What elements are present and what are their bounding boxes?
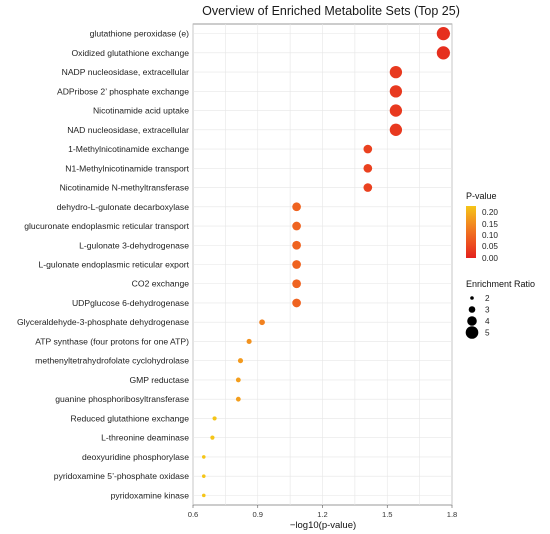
size-legend-label: 3 [485, 306, 490, 315]
data-point [436, 27, 450, 41]
category-label: UDPglucose 6-dehydrogenase [72, 298, 189, 308]
colorbar-tick: 0.10 [482, 231, 498, 240]
data-point [201, 474, 206, 478]
data-point [237, 358, 244, 364]
category-label: CO2 exchange [132, 279, 190, 289]
data-point [259, 319, 265, 326]
data-point [235, 396, 241, 402]
data-point [363, 163, 373, 173]
x-tick-label: 1.8 [447, 510, 458, 519]
plot-area: 0.6 0.9 1.2 1.5 1.8 glutathione peroxidase (e… [17, 23, 458, 519]
enrichment-ratio-legend-title: Enrichment Ratio [466, 279, 535, 289]
data-point [363, 144, 373, 154]
size-legend-marker [470, 296, 474, 300]
category-label: dehydro-L-gulonate decarboxylase [57, 202, 190, 212]
data-point [292, 240, 301, 250]
category-label: ATP synthase (four protons for one ATP) [35, 336, 189, 346]
category-label: Nicotinamide N-methyltransferase [60, 183, 190, 193]
data-point [389, 123, 403, 136]
data-point [436, 46, 450, 60]
data-point [201, 493, 206, 498]
data-point [235, 377, 241, 383]
x-axis-label: −log10(p-value) [290, 520, 356, 531]
data-point [201, 455, 206, 459]
data-point [246, 338, 252, 345]
category-label: pyridoxamine 5’-phosphate oxidase [54, 471, 189, 481]
data-point [292, 221, 301, 231]
data-point [292, 279, 301, 289]
category-label: guanine phosphoribosyltransferase [55, 394, 189, 404]
category-label: L-threonine deaminase [101, 433, 189, 443]
chart-title: Overview of Enriched Metabolite Sets (To… [202, 4, 460, 18]
category-label: pyridoxamine kinase [111, 490, 190, 500]
data-point [210, 435, 215, 440]
x-tick-label: 0.6 [188, 510, 199, 519]
p-value-colorbar [466, 206, 476, 258]
x-tick-label: 0.9 [252, 510, 263, 519]
size-legend-label: 5 [485, 329, 490, 338]
data-point [389, 85, 403, 98]
data-point [363, 183, 373, 192]
category-label: Reduced glutathione exchange [71, 413, 190, 423]
category-label: NAD nucleosidase, extracellular [67, 125, 189, 135]
size-legend-marker [465, 326, 479, 339]
x-tick-label: 1.5 [382, 510, 393, 519]
category-label: ADPribose 2’ phosphate exchange [57, 86, 189, 96]
category-label: methenyltetrahydrofolate cyclohydrolase [35, 356, 189, 366]
p-value-legend-title: P-value [466, 191, 497, 201]
data-point [292, 260, 301, 269]
colorbar-tick: 0.05 [482, 242, 498, 251]
category-label: N1-Methylnicotinamide transport [65, 163, 189, 173]
data-point [389, 104, 403, 117]
size-legend-label: 2 [485, 294, 490, 303]
category-label: Nicotinamide acid uptake [93, 106, 189, 116]
data-point [292, 202, 301, 212]
x-tick-label: 1.2 [317, 510, 328, 519]
data-point [292, 298, 301, 308]
size-legend-label: 4 [485, 317, 490, 326]
category-label: glutathione peroxidase (e) [90, 29, 190, 39]
category-label: Glyceraldehyde-3-phosphate dehydrogenase [17, 317, 189, 327]
data-point [389, 65, 403, 79]
size-legend-marker [468, 306, 476, 313]
category-label: glucuronate endoplasmic reticular transp… [24, 221, 189, 231]
category-label: Oxidized glutathione exchange [71, 48, 189, 58]
colorbar-tick: 0.15 [482, 220, 498, 229]
category-label: NADP nucleosidase, extracellular [62, 67, 190, 77]
size-legend-marker [467, 316, 477, 326]
colorbar-tick: 0.00 [482, 254, 498, 263]
category-label: L-gulonate 3-dehydrogenase [79, 240, 189, 250]
enrichment-ratio-legend: Enrichment Ratio 2 3 4 5 [465, 279, 535, 339]
category-label: 1-Methylnicotinamide exchange [68, 144, 189, 154]
category-label: deoxyuridine phosphorylase [82, 452, 189, 462]
colorbar-tick: 0.20 [482, 208, 498, 217]
category-label: GMP reductase [129, 375, 189, 385]
p-value-legend: P-value 0.20 0.15 0.10 0.05 0.00 [466, 191, 498, 263]
category-label: L-gulonate endoplasmic reticular export [39, 260, 190, 270]
data-point [212, 416, 217, 421]
